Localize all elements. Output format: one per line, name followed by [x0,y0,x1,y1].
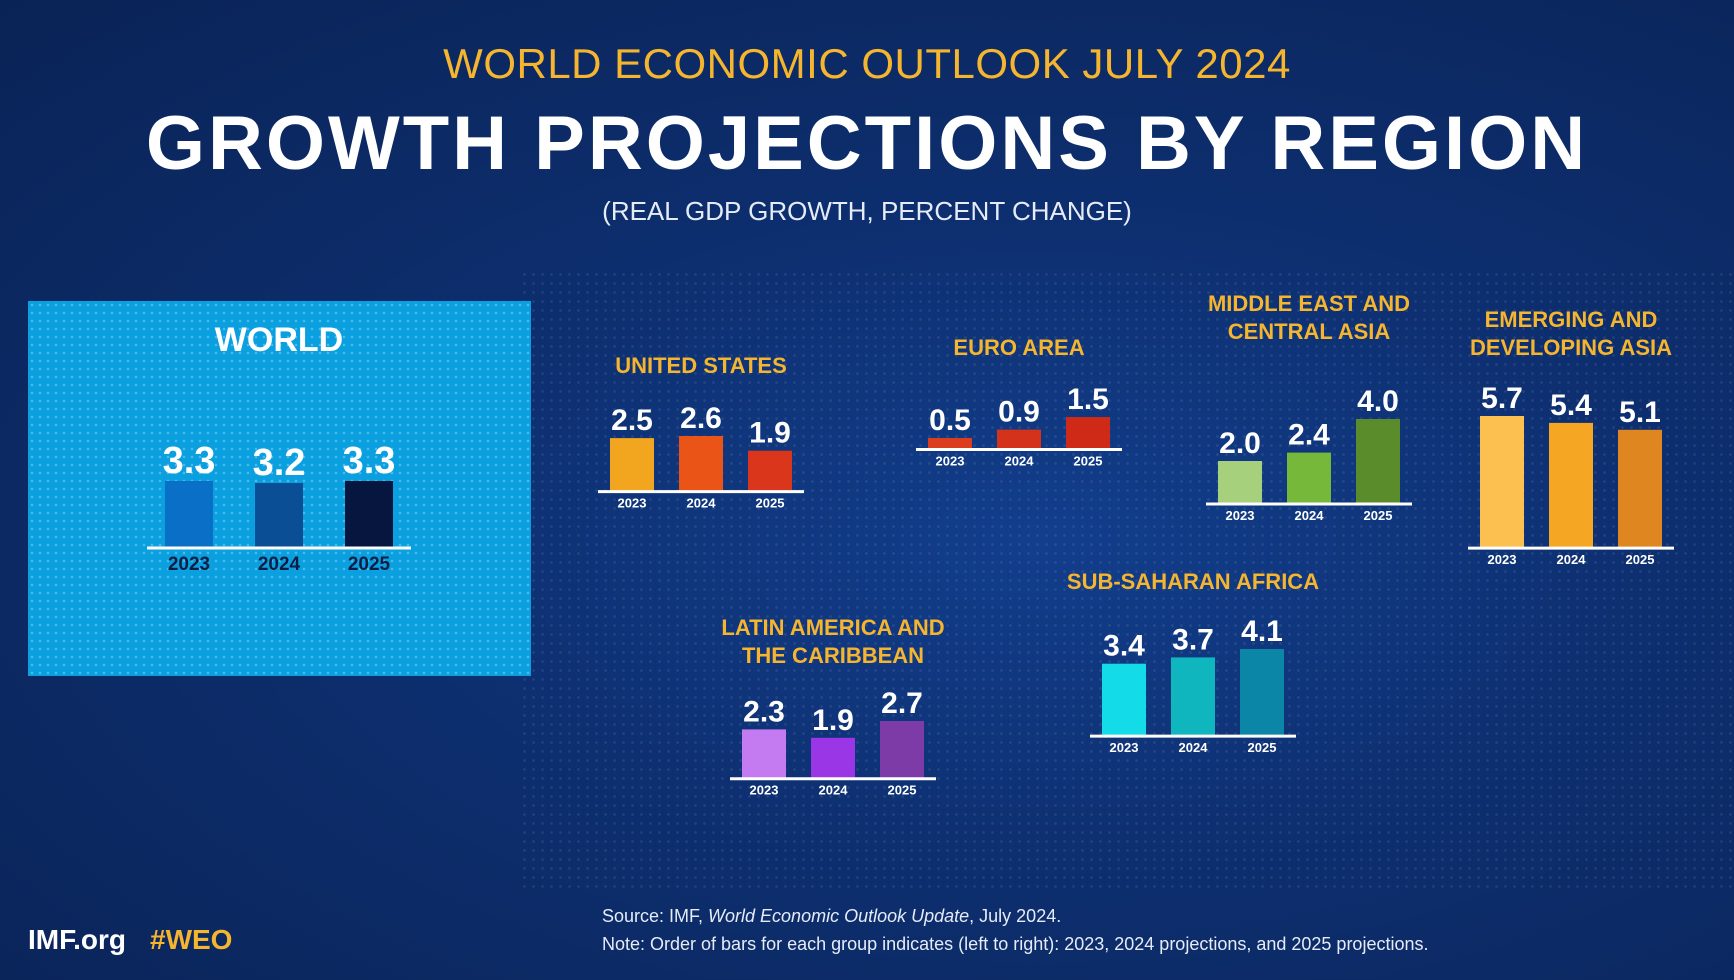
tick-label: 2024 [258,554,301,575]
value-label: 3.2 [253,442,306,484]
region-title-line: EURO AREA [953,335,1085,360]
value-label: 5.7 [1481,382,1523,415]
tick-label: 2025 [888,783,917,798]
value-label: 0.5 [929,404,971,437]
bar-2024 [1171,657,1215,735]
page-title: GROWTH PROJECTIONS BY REGION [145,101,1589,186]
source-note: Source: IMF, World Economic Outlook Upda… [602,906,1062,926]
region-title-emerging-developing-asia: EMERGING AND DEVELOPING ASIA [1360,306,1734,362]
value-label: 1.9 [749,417,791,450]
region-title-line: LATIN AMERICA AND [721,615,945,640]
imf-site-label: IMF.org [28,924,126,955]
tick-label: 2025 [1364,508,1393,523]
tick-label: 2023 [1226,508,1255,523]
value-label: 3.7 [1172,623,1214,656]
bar-2025 [1240,648,1284,735]
bar-2023 [610,438,654,491]
region-title-line: EMERGING AND [1484,307,1658,332]
value-label: 3.3 [343,440,396,482]
bar-2025 [880,721,924,778]
order-note: Note: Order of bars for each group indic… [602,934,1429,954]
region-title-united-states: UNITED STATES [490,352,912,380]
bar-2024 [1287,452,1331,503]
tick-label: 2025 [1074,453,1103,468]
bar-2025 [1066,416,1110,448]
tick-label: 2025 [348,554,391,575]
tick-label: 2023 [936,453,965,468]
bar-2025 [1356,419,1400,503]
tick-label: 2023 [1488,552,1517,567]
region-title-line: SUB-SAHARAN AFRICA [1066,569,1320,594]
value-label: 2.3 [743,696,785,729]
value-label: 2.4 [1288,419,1330,452]
chart-latin-america-caribbean: 2.3 2023 1.9 2024 2.7 2025 [730,687,936,798]
tick-label: 2025 [1626,552,1655,567]
value-label: 1.5 [1067,383,1109,416]
bar-2023 [1102,663,1146,735]
bar-2023 [928,437,972,448]
value-label: 5.1 [1619,396,1661,429]
bar-2024 [255,483,303,547]
bar-2023 [1218,461,1262,503]
chart-world: 3.3 2023 3.2 2024 3.3 2025 [147,440,411,575]
chart-united-states: 2.5 2023 2.6 2024 1.9 2025 [598,402,804,511]
region-title-line: THE CARIBBEAN [741,643,925,668]
tick-label: 2024 [1295,508,1325,523]
world-map-dots [520,270,1734,890]
bar-2024 [811,738,855,778]
chart-sub-saharan-africa: 3.4 2023 3.7 2024 4.1 2025 [1090,615,1296,755]
value-label: 1.9 [812,704,854,737]
value-label: 5.4 [1550,389,1592,422]
tick-label: 2024 [819,783,849,798]
region-title-latin-america-caribbean: LATIN AMERICA AND THE CARIBBEAN [622,614,1044,670]
region-title-line: DEVELOPING ASIA [1469,335,1673,360]
region-title-line: MIDDLE EAST AND [1207,291,1411,316]
subtitle: (REAL GDP GROWTH, PERCENT CHANGE) [602,196,1132,226]
value-label: 3.3 [163,440,216,482]
tick-label: 2023 [750,783,779,798]
value-label: 4.1 [1241,615,1283,648]
supertitle: WORLD ECONOMIC OUTLOOK JULY 2024 [443,40,1291,87]
tick-label: 2024 [1005,453,1035,468]
weo-hashtag: #WEO [150,924,233,955]
region-title-line: CENTRAL ASIA [1227,319,1391,344]
tick-label: 2023 [618,496,647,511]
tick-label: 2024 [1179,740,1209,755]
bar-2023 [742,729,786,778]
bar-2023 [165,481,213,547]
bar-2025 [1618,429,1662,547]
region-title-line: WORLD [214,321,344,359]
bar-2025 [345,481,393,547]
tick-label: 2024 [687,496,717,511]
value-label: 0.9 [998,395,1040,428]
value-label: 2.5 [611,404,653,437]
value-label: 2.6 [680,402,722,435]
chart-emerging-developing-asia: 5.7 2023 5.4 2024 5.1 2025 [1468,382,1674,567]
value-label: 2.0 [1219,427,1261,460]
chart-euro-area: 0.5 2023 0.9 2024 1.5 2025 [916,383,1122,468]
chart-middle-east-central-asia: 2.0 2023 2.4 2024 4.0 2025 [1206,385,1412,523]
bar-2024 [997,429,1041,448]
tick-label: 2025 [756,496,785,511]
tick-label: 2025 [1248,740,1277,755]
tick-label: 2023 [168,554,210,575]
bar-2024 [1549,422,1593,547]
region-title-world: WORLD [45,320,513,360]
region-title-line: UNITED STATES [615,353,787,378]
region-title-middle-east-central-asia: MIDDLE EAST AND CENTRAL ASIA [1098,290,1520,346]
value-label: 3.4 [1103,630,1145,663]
bar-2024 [679,436,723,491]
value-label: 4.0 [1357,385,1399,418]
bar-2023 [1480,415,1524,547]
value-label: 2.7 [881,687,923,720]
tick-label: 2023 [1110,740,1139,755]
region-title-euro-area: EURO AREA [808,334,1230,362]
region-title-sub-saharan-africa: SUB-SAHARAN AFRICA [982,568,1404,596]
bar-2025 [748,451,792,491]
tick-label: 2024 [1557,552,1587,567]
